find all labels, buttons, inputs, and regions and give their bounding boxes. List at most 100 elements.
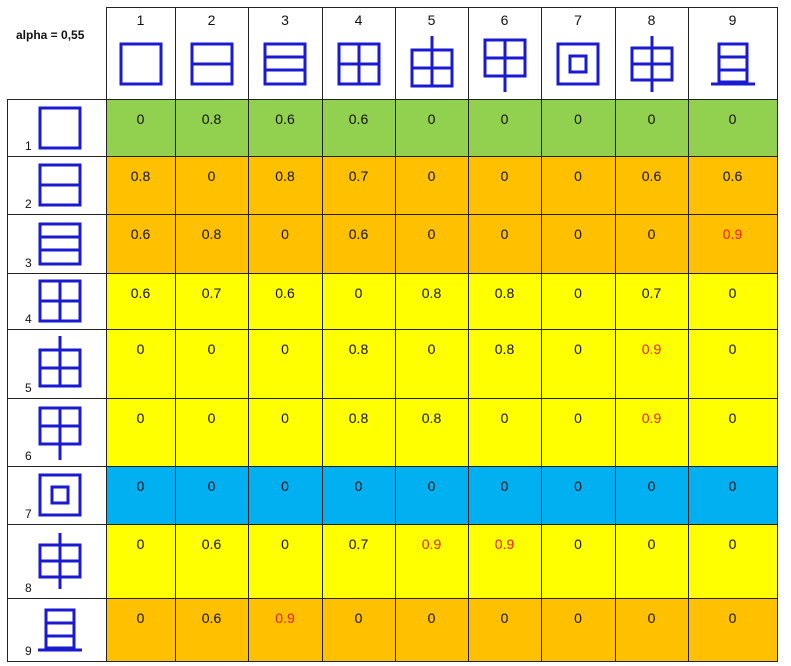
three-rows-base-icon [710,42,755,86]
similarity-value: 0 [136,610,145,626]
similarity-value: 0.8 [275,168,295,184]
similarity-value: 0.8 [201,226,222,242]
similarity-value: 0 [500,226,509,242]
row-background-8 [106,524,777,598]
grid-line-vertical [468,7,469,662]
row-number-5: 5 [25,381,32,395]
similarity-value: 0.8 [421,285,442,301]
similarity-value: 0.6 [275,285,295,301]
similarity-value: 0 [574,226,582,242]
similarity-value: 0 [574,410,582,426]
square-icon [38,106,82,149]
square-three-rows-icon [38,222,82,265]
similarity-value: 0 [427,111,436,127]
column-number-9: 9 [728,12,737,28]
grid-line-vertical [615,7,616,662]
square-four-cells-icon [337,42,380,86]
similarity-value: 0 [427,168,436,184]
similarity-value: 0 [728,536,737,552]
row-background-2 [106,156,777,214]
similarity-value: 0 [136,111,145,127]
square-two-rows-icon [38,163,82,207]
similarity-value: 0 [427,478,436,494]
row-background-9 [106,598,777,661]
similarity-value: 0 [207,168,216,184]
similarity-value: 0 [647,478,656,494]
grid-line-vertical [248,7,249,662]
similarity-value: 0.6 [201,536,222,552]
grid-line-vertical [106,7,107,662]
column-number-5: 5 [427,12,436,28]
similarity-value: 0.9 [494,536,515,552]
similarity-value: 0.8 [421,410,442,426]
similarity-value: 0 [500,610,509,626]
similarity-value: 0 [500,168,509,184]
similarity-value: 0.9 [641,410,662,426]
four-cells-bottom-stem-icon [483,38,526,92]
similarity-value: 0 [281,536,289,552]
row-number-6: 6 [25,449,32,463]
row-number-3: 3 [25,256,32,270]
square-three-rows-icon [263,42,307,86]
similarity-value: 0 [136,536,145,552]
row-background-5 [106,329,777,398]
similarity-value: 0.6 [201,610,222,626]
similarity-value: 0 [574,341,582,357]
similarity-value: 0 [281,226,289,242]
column-number-4: 4 [354,12,363,28]
grid-line-horizontal [7,524,778,525]
column-number-6: 6 [500,12,509,28]
nested-square-icon [38,473,82,517]
similarity-value: 0.6 [641,168,662,184]
similarity-value: 0.8 [348,410,369,426]
square-two-rows-icon [190,42,233,86]
grid-line-vertical [688,7,689,662]
similarity-value: 0 [136,410,145,426]
similarity-value: 0 [728,341,737,357]
similarity-value: 0 [647,111,656,127]
grid-line-horizontal [7,156,778,157]
grid-line-vertical [541,7,542,662]
similarity-value: 0 [574,536,582,552]
similarity-value: 0 [574,610,582,626]
similarity-value: 0.9 [722,226,743,242]
similarity-value: 0.6 [348,111,369,127]
similarity-value: 0 [354,285,363,301]
similarity-value: 0 [281,410,289,426]
row-background-3 [106,214,777,273]
row-number-9: 9 [25,644,32,658]
similarity-value: 0 [500,410,509,426]
similarity-value: 0 [281,341,289,357]
grid-line-vertical [395,7,396,662]
three-rows-base-icon [38,608,82,651]
similarity-value: 0 [427,610,436,626]
grid-line-horizontal [7,329,778,330]
four-cells-top-stem-icon [38,335,82,387]
nested-square-icon [556,42,600,86]
grid-line-vertical [175,7,176,662]
column-number-8: 8 [647,12,656,28]
similarity-value: 0 [281,478,289,494]
similarity-value: 0.9 [275,610,295,626]
similarity-value: 0 [354,478,363,494]
row-background-4 [106,273,777,329]
similarity-value: 0 [728,410,737,426]
grid-line-horizontal [7,466,778,467]
similarity-value: 0 [136,341,145,357]
square-four-cells-icon [38,279,82,323]
similarity-value: 0.7 [348,168,369,184]
similarity-value: 0 [574,111,582,127]
similarity-value: 0 [354,610,363,626]
alpha-label: alpha = 0,55 [16,28,85,42]
grid-line-horizontal [7,661,778,662]
similarity-value: 0 [574,168,582,184]
row-background-1 [106,99,777,156]
grid-line-vertical [777,7,778,662]
similarity-value: 0.8 [130,168,151,184]
similarity-value: 0.8 [201,111,222,127]
similarity-value: 0 [207,341,216,357]
similarity-value: 0 [647,226,656,242]
four-cells-both-stems-icon [38,533,82,589]
four-cells-bottom-stem-icon [38,406,82,460]
similarity-value: 0.6 [130,226,151,242]
